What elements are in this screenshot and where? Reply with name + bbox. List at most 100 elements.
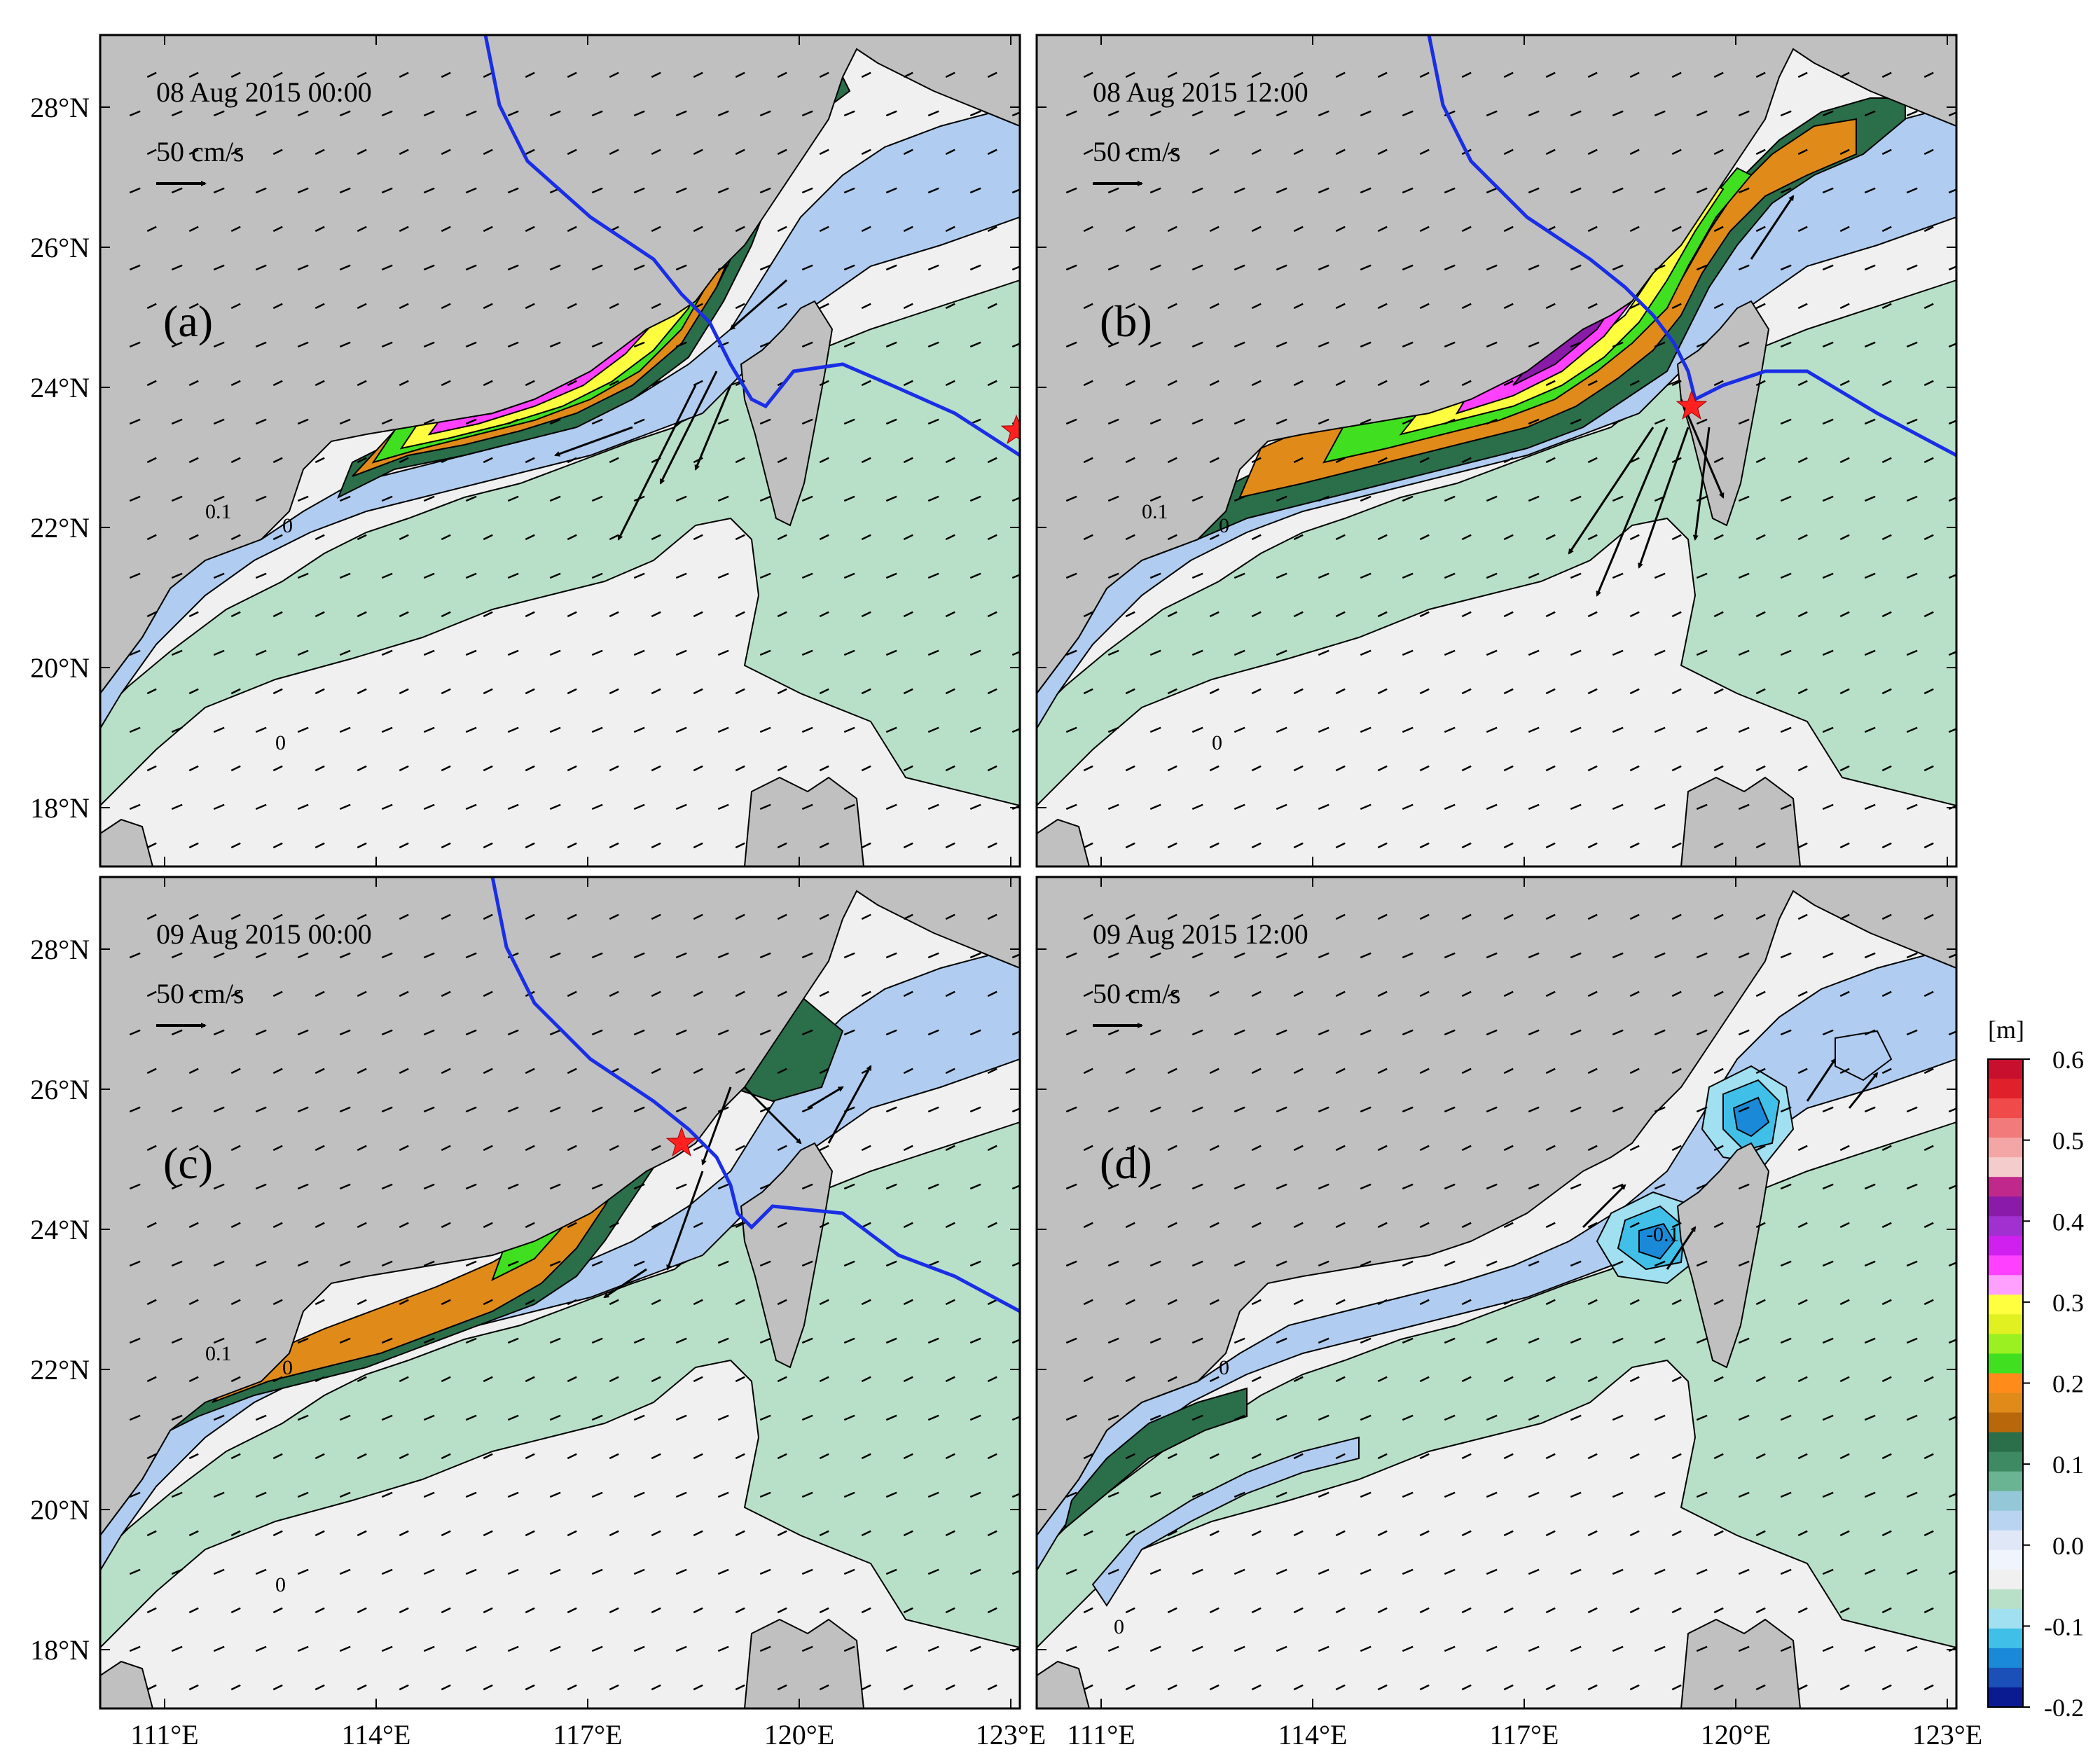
svg-text:-0.1: -0.1 — [1646, 1223, 1680, 1246]
latitude-label: 20°N — [30, 1494, 90, 1526]
current-arrow-5 — [729, 279, 787, 331]
latitude-label: 22°N — [30, 1354, 90, 1386]
latitude-label: 24°N — [30, 1214, 90, 1245]
typhoon-track — [490, 877, 1020, 1313]
current-arrow-1 — [1596, 427, 1669, 597]
svg-text:0: 0 — [1219, 514, 1229, 537]
latitude-label: 26°N — [30, 232, 90, 263]
current-arrow-2 — [1638, 427, 1690, 569]
longitude-label: 117°E — [553, 1719, 623, 1750]
panel-frame — [1035, 876, 1958, 1710]
panel-label: (d) — [1100, 1138, 1152, 1188]
colorbar-tick-label: 0.3 — [2052, 1289, 2084, 1317]
current-arrow-5 — [1680, 399, 1725, 499]
luzon-island — [1680, 776, 1802, 866]
panel-timestamp: 08 Aug 2015 12:00 — [1093, 76, 1308, 108]
panel-label: (c) — [163, 1138, 213, 1188]
anomaly-band-8 — [1638, 1222, 1676, 1260]
typhoon-center-star — [665, 1126, 698, 1156]
anomaly-band-2 — [1091, 1436, 1360, 1607]
mainland-china — [1037, 35, 1956, 695]
longitude-label: 120°E — [1701, 1719, 1771, 1750]
colorbar-tick-label: -0.2 — [2044, 1694, 2084, 1722]
zero-anomaly-region — [1037, 517, 1956, 866]
scale-label: 50 cm/s — [1093, 978, 1181, 1009]
panel-timestamp: 09 Aug 2015 12:00 — [1093, 918, 1308, 950]
colorbar-unit: [m] — [1988, 1016, 2024, 1044]
colorbar: [m] 0.6 0.5 0.4 0.3 0.2 0.1 0.0 -0.1 -0.2 — [1987, 1016, 2084, 1722]
colorbar-swatch — [1988, 1118, 2023, 1138]
colorbar-swatch — [1988, 1667, 2023, 1688]
svg-text:0: 0 — [1114, 1615, 1124, 1638]
colorbar-swatch — [1988, 1687, 2023, 1708]
latitude-labels-bottom: 28°N 26°N 24°N 22°N 20°N 18°N — [30, 934, 90, 1666]
zero-anomaly-region — [100, 517, 1020, 866]
colorbar-swatch — [1988, 1059, 2023, 1079]
current-arrow-6 — [1750, 195, 1795, 260]
current-arrow-3 — [694, 385, 732, 471]
taiwan-island — [740, 300, 834, 527]
svg-text:0.1: 0.1 — [205, 1342, 232, 1365]
colorbar-swatch — [1988, 1432, 2023, 1453]
colorbar-swatch — [1988, 1569, 2023, 1590]
current-arrow-2 — [743, 1086, 802, 1145]
colorbar-swatch — [1988, 1079, 2023, 1099]
colorbar-swatch — [1988, 1138, 2023, 1158]
zero-anomaly-region — [1037, 1359, 1956, 1708]
typhoon-center-star — [1676, 389, 1708, 420]
scale-label: 50 cm/s — [1093, 136, 1181, 167]
colorbar-swatch — [1988, 1255, 2023, 1276]
scale-label: 50 cm/s — [156, 136, 244, 167]
contour-labels: 0 0 -0.1 — [1114, 1223, 1680, 1638]
colorbar-swatch — [1988, 1491, 2023, 1512]
longitude-label: 114°E — [1278, 1719, 1348, 1750]
current-arrow-3 — [1666, 1226, 1697, 1270]
taiwan-island — [1676, 1142, 1770, 1369]
latitude-label: 18°N — [30, 792, 90, 824]
colorbar-swatch — [1988, 1412, 2023, 1433]
panel-label: (a) — [163, 296, 213, 346]
longitude-label: 120°E — [764, 1719, 834, 1750]
contour-labels: 000.1 — [1142, 500, 1229, 754]
positive-anomaly-region — [100, 104, 1020, 730]
zero-anomaly-region — [100, 1359, 1020, 1708]
colorbar-tick-label: 0.5 — [2052, 1127, 2084, 1155]
svg-text:0: 0 — [1219, 1356, 1229, 1379]
colorbar-swatch — [1988, 1353, 2023, 1374]
colorbar-tick-label: 0.0 — [2052, 1532, 2084, 1560]
current-arrow-3 — [1692, 427, 1711, 541]
current-arrow-4 — [1582, 1184, 1626, 1229]
typhoon-track — [483, 35, 1020, 457]
current-arrow-4 — [554, 426, 633, 457]
svg-text:0.1: 0.1 — [205, 500, 232, 523]
current-arrow-4 — [1568, 427, 1655, 555]
longitude-label: 123°E — [976, 1719, 1046, 1750]
colorbar-swatch — [1988, 1373, 2023, 1394]
current-arrow-3 — [807, 1086, 844, 1110]
colorbar-swatch — [1988, 1275, 2023, 1295]
mainland-china — [1037, 877, 1956, 1537]
colorbar-swatch — [1988, 1098, 2023, 1119]
latitude-label: 18°N — [30, 1634, 90, 1666]
anomaly-band-1 — [1063, 1387, 1248, 1531]
panel-timestamp: 09 Aug 2015 00:00 — [156, 918, 372, 950]
colorbar-swatch — [1988, 1451, 2023, 1472]
latitude-labels-top: 28°N 26°N 24°N 22°N 20°N 18°N — [30, 92, 90, 824]
colorbar-swatch — [1988, 1549, 2023, 1570]
contour-labels: 000.1 — [205, 1342, 293, 1596]
current-arrow-5 — [666, 1170, 704, 1271]
current-arrow-2 — [659, 371, 718, 485]
colorbar-swatch — [1988, 1530, 2023, 1551]
colorbar-swatch — [1988, 1216, 2023, 1236]
latitude-label: 22°N — [30, 512, 90, 544]
velocity-vectors — [1065, 71, 1956, 849]
taiwan-island — [1676, 300, 1770, 527]
luzon-island — [743, 1618, 865, 1708]
colorbar-swatch — [1988, 1589, 2023, 1610]
current-arrow-1 — [1806, 1058, 1837, 1102]
current-arrow-2 — [1848, 1072, 1879, 1109]
colorbar-tick-label: 0.4 — [2052, 1208, 2084, 1236]
